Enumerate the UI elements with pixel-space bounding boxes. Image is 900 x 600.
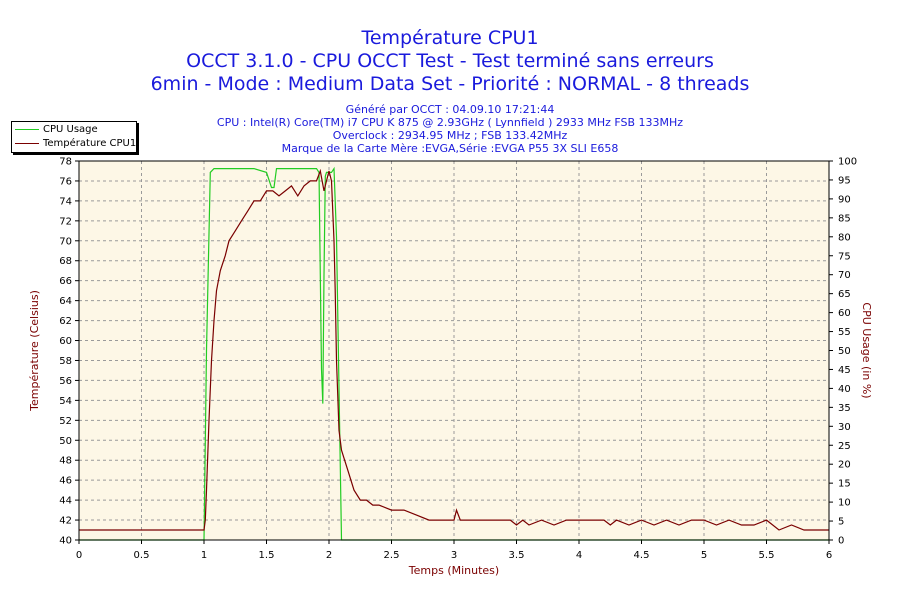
y-right-tick-label: 25 xyxy=(838,441,851,452)
x-tick-label: 2 xyxy=(326,550,332,561)
x-tick-label: 0.5 xyxy=(134,550,150,561)
x-tick-label: 5 xyxy=(701,550,707,561)
y-left-tick-label: 46 xyxy=(59,476,72,487)
y-right-tick-label: 35 xyxy=(838,403,851,414)
x-tick-label: 1.5 xyxy=(259,550,275,561)
y-left-tick-label: 40 xyxy=(59,536,72,547)
x-tick-label: 2.5 xyxy=(384,550,400,561)
y-right-tick-label: 40 xyxy=(838,384,851,395)
y-right-tick-label: 30 xyxy=(838,422,851,433)
y-right-tick-label: 65 xyxy=(838,289,851,300)
y-left-tick-label: 60 xyxy=(59,336,72,347)
y-left-tick-label: 54 xyxy=(59,396,72,407)
y-left-tick-label: 76 xyxy=(59,176,72,187)
y-right-tick-label: 70 xyxy=(838,270,851,281)
series-line-temperature xyxy=(79,168,829,531)
y-left-tick-label: 48 xyxy=(59,456,72,467)
plot-border xyxy=(78,160,830,541)
y-right-tick-label: 60 xyxy=(838,308,851,319)
y-left-tick-label: 58 xyxy=(59,356,72,367)
y-left-axis-label: Température (Celsius) xyxy=(28,290,41,412)
legend-label-usage: CPU Usage xyxy=(43,124,98,135)
y-right-tick-label: 55 xyxy=(838,327,851,338)
chart-subtitle-test: OCCT 3.1.0 - CPU OCCT Test - Test termin… xyxy=(186,50,714,72)
x-tick-label: 5.5 xyxy=(759,550,775,561)
y-left-tick-label: 68 xyxy=(59,256,72,267)
y-left-tick-label: 44 xyxy=(59,496,72,507)
y-right-tick-label: 90 xyxy=(838,194,851,205)
legend-label-temperature: Température CPU1 xyxy=(43,138,137,149)
y-left-tick-label: 42 xyxy=(59,516,72,527)
legend-swatch-temperature xyxy=(15,143,39,144)
x-axis-label: Temps (Minutes) xyxy=(408,564,499,577)
y-left-tick-label: 56 xyxy=(59,376,72,387)
cpu-info: CPU : Intel(R) Core(TM) i7 CPU K 875 @ 2… xyxy=(216,116,684,129)
legend-swatch-usage xyxy=(15,129,39,130)
y-right-tick-label: 10 xyxy=(838,498,851,509)
plot-area xyxy=(79,161,829,540)
overclock-info: Overclock : 2934.95 MHz ; FSB 133.42MHz xyxy=(332,129,568,142)
y-right-tick-label: 85 xyxy=(838,213,851,224)
y-left-tick-label: 50 xyxy=(59,436,72,447)
y-left-tick-label: 72 xyxy=(59,216,72,227)
y-left-tick-label: 66 xyxy=(59,276,72,287)
chart-title: Température CPU1 xyxy=(361,27,539,49)
y-right-tick-label: 45 xyxy=(838,365,851,376)
y-left-tick-label: 70 xyxy=(59,236,72,247)
generated-info: Généré par OCCT : 04.09.10 17:21:44 xyxy=(345,103,555,116)
x-tick-label: 3.5 xyxy=(509,550,525,561)
y-right-tick-label: 100 xyxy=(838,157,857,168)
legend-entry-usage: CPU Usage xyxy=(15,123,98,136)
y-right-tick-label: 50 xyxy=(838,346,851,357)
y-right-tick-label: 75 xyxy=(838,251,851,262)
y-right-tick-label: 95 xyxy=(838,175,851,186)
x-tick-label: 1 xyxy=(201,550,207,561)
x-tick-label: 4.5 xyxy=(634,550,650,561)
y-right-tick-label: 15 xyxy=(838,479,851,490)
chart-subtitle-mode: 6min - Mode : Medium Data Set - Priorité… xyxy=(150,73,750,95)
x-tick-label: 4 xyxy=(576,550,582,561)
y-right-tick-label: 0 xyxy=(838,536,844,547)
legend-entry-temperature: Température CPU1 xyxy=(15,137,136,150)
y-right-tick-label: 80 xyxy=(838,232,851,243)
y-right-tick-label: 5 xyxy=(838,517,844,528)
y-right-tick-label: 20 xyxy=(838,460,851,471)
x-tick-label: 0 xyxy=(76,550,82,561)
y-left-tick-label: 78 xyxy=(59,157,72,168)
chart-legend: CPU Usage Température CPU1 xyxy=(11,121,137,153)
y-left-tick-label: 64 xyxy=(59,296,72,307)
motherboard-info: Marque de la Carte Mère :EVGA,Série :EVG… xyxy=(281,142,619,155)
y-left-tick-label: 52 xyxy=(59,416,72,427)
y-right-axis-label: CPU Usage (in %) xyxy=(860,302,873,398)
y-left-tick-label: 74 xyxy=(59,196,72,207)
y-left-tick-label: 62 xyxy=(59,316,72,327)
x-tick-label: 3 xyxy=(451,550,457,561)
x-tick-label: 6 xyxy=(826,550,832,561)
